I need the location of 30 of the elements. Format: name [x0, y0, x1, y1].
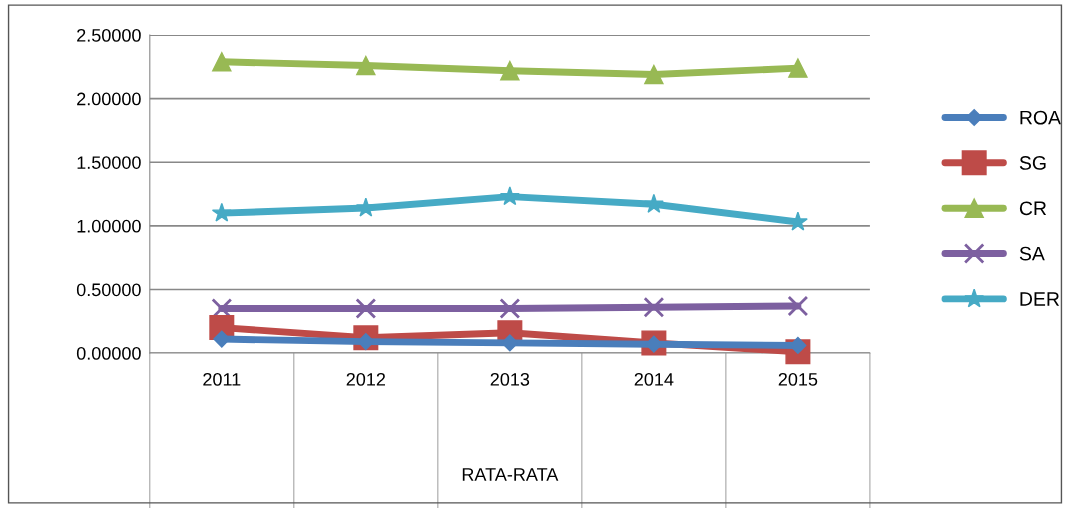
legend-label: CR [1019, 201, 1047, 216]
y-tick-label: 0.50000 [76, 283, 141, 297]
x-tick-label: 2012 [346, 372, 386, 386]
point [356, 55, 376, 76]
y-tick-label: 0.00000 [76, 346, 141, 360]
point [211, 202, 232, 222]
point [499, 298, 521, 319]
y-tick-label: 2.00000 [77, 92, 141, 106]
y-tick-label: 2.50000 [77, 28, 141, 42]
y-tick-label: 1.00000 [77, 219, 141, 233]
point [499, 186, 520, 206]
x-tick-label: 2015 [778, 372, 818, 386]
point [500, 60, 520, 81]
legend-label: ROA [1020, 110, 1061, 125]
legend-label: DER [1020, 292, 1060, 306]
x-tick-label: 2011 [203, 372, 241, 386]
point [643, 296, 665, 318]
x-axis-title: RATA-RATA [462, 468, 559, 481]
point [643, 193, 664, 213]
legend-label: SG [1019, 156, 1046, 170]
point [355, 197, 376, 217]
point [787, 295, 809, 317]
point [644, 64, 664, 85]
legend-label: SA [1019, 246, 1045, 261]
point [788, 58, 808, 78]
x-tick-label: 2014 [634, 372, 674, 386]
point [212, 52, 232, 72]
x-tick-label: 2013 [490, 372, 530, 386]
y-tick-label: 1.50000 [77, 156, 141, 169]
point [355, 298, 377, 319]
